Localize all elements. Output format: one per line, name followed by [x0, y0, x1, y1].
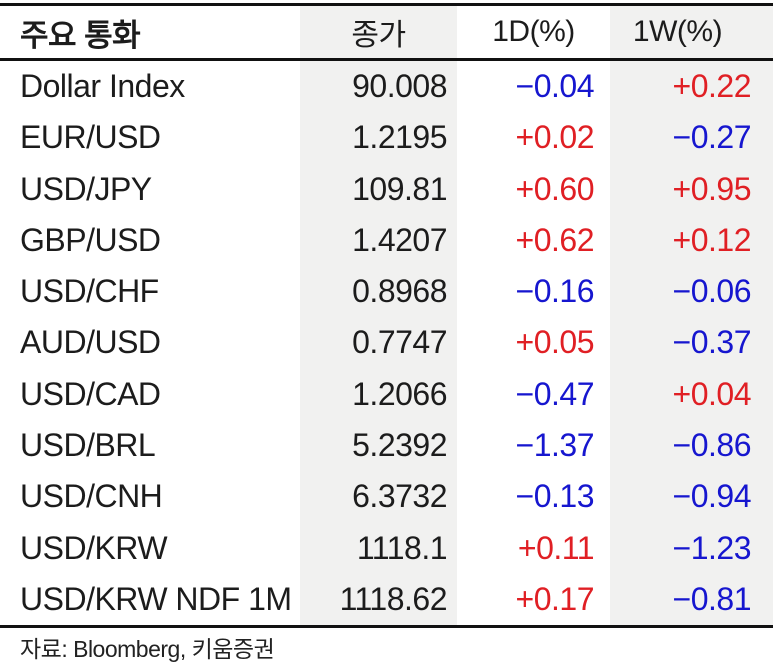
change-1d: −0.04 [515, 68, 595, 105]
close-value: 1118.62 [300, 573, 457, 625]
change-1w: +0.04 [610, 368, 773, 420]
table-row: EUR/USD 1.2195 +0.02 −0.27 [0, 112, 773, 164]
change-1w: +0.12 [610, 214, 773, 267]
table-row: USD/KRW 1118.1 +0.11 −1.23 [0, 522, 773, 574]
close-value: 5.2392 [300, 419, 457, 472]
close-value: 0.7747 [300, 317, 457, 369]
table-row: USD/CHF 0.8968 −0.16 −0.06 [0, 266, 773, 318]
close-value: 6.3732 [300, 471, 457, 523]
currency-table: 주요 통화 종가 1D(%) 1W(%) Dollar Index 90.008 −… [0, 3, 773, 628]
change-1w: +0.22 [610, 61, 773, 113]
currency-name: USD/CAD [20, 375, 161, 412]
change-1d: +0.60 [515, 170, 595, 207]
change-1d: −0.16 [515, 273, 595, 310]
table-row: USD/JPY 109.81 +0.60 +0.95 [0, 163, 773, 215]
close-value: 1.4207 [300, 214, 457, 267]
change-1w: −0.06 [610, 266, 773, 318]
change-1d: +0.17 [515, 580, 595, 617]
change-1d: +0.05 [515, 324, 595, 361]
table-row: USD/BRL 5.2392 −1.37 −0.86 [0, 419, 773, 472]
currency-name: AUD/USD [20, 324, 161, 361]
currency-name: GBP/USD [20, 221, 161, 258]
currency-name: Dollar Index [20, 68, 185, 105]
close-value: 1118.1 [300, 522, 457, 574]
table-row: USD/KRW NDF 1M 1118.62 +0.17 −0.81 [0, 573, 773, 625]
close-value: 0.8968 [300, 266, 457, 318]
table-row: AUD/USD 0.7747 +0.05 −0.37 [0, 317, 773, 369]
table-row: USD/CNH 6.3732 −0.13 −0.94 [0, 471, 773, 523]
table-row: USD/CAD 1.2066 −0.47 +0.04 [0, 368, 773, 420]
change-1w: −0.81 [610, 573, 773, 625]
change-1d: +0.62 [515, 221, 595, 258]
header-major-currencies: 주요 통화 [20, 17, 141, 53]
currency-name: USD/KRW NDF 1M [20, 580, 292, 617]
change-1d: −0.13 [515, 478, 595, 515]
currency-name: USD/JPY [20, 170, 152, 207]
source-note: 자료: Bloomberg, 키움증권 [20, 635, 275, 662]
header-1w-change: 1W(%) [610, 6, 773, 58]
table-row: GBP/USD 1.4207 +0.62 +0.12 [0, 214, 773, 267]
change-1d: −1.37 [515, 426, 595, 463]
change-1w: −0.86 [610, 419, 773, 472]
change-1d: +0.11 [517, 529, 595, 566]
currency-name: USD/CNH [20, 478, 163, 515]
table-body: Dollar Index 90.008 −0.04 +0.22 EUR/USD 1.219… [0, 61, 773, 628]
close-value: 90.008 [300, 61, 457, 113]
table-row: Dollar Index 90.008 −0.04 +0.22 [0, 61, 773, 113]
change-1w: +0.95 [610, 163, 773, 215]
currency-name: EUR/USD [20, 119, 161, 156]
change-1w: −0.37 [610, 317, 773, 369]
header-close-price: 종가 [300, 6, 457, 58]
currency-name: USD/KRW [20, 529, 168, 566]
table-header: 주요 통화 종가 1D(%) 1W(%) [0, 6, 773, 61]
currency-name: USD/CHF [20, 273, 159, 310]
change-1w: −0.94 [610, 471, 773, 523]
currency-name: USD/BRL [20, 426, 156, 463]
header-1d-change: 1D(%) [492, 15, 575, 48]
change-1d: −0.47 [515, 375, 595, 412]
close-value: 1.2066 [300, 368, 457, 420]
close-value: 109.81 [300, 163, 457, 215]
change-1w: −1.23 [610, 522, 773, 574]
change-1w: −0.27 [610, 112, 773, 164]
change-1d: +0.02 [515, 119, 595, 156]
close-value: 1.2195 [300, 112, 457, 164]
